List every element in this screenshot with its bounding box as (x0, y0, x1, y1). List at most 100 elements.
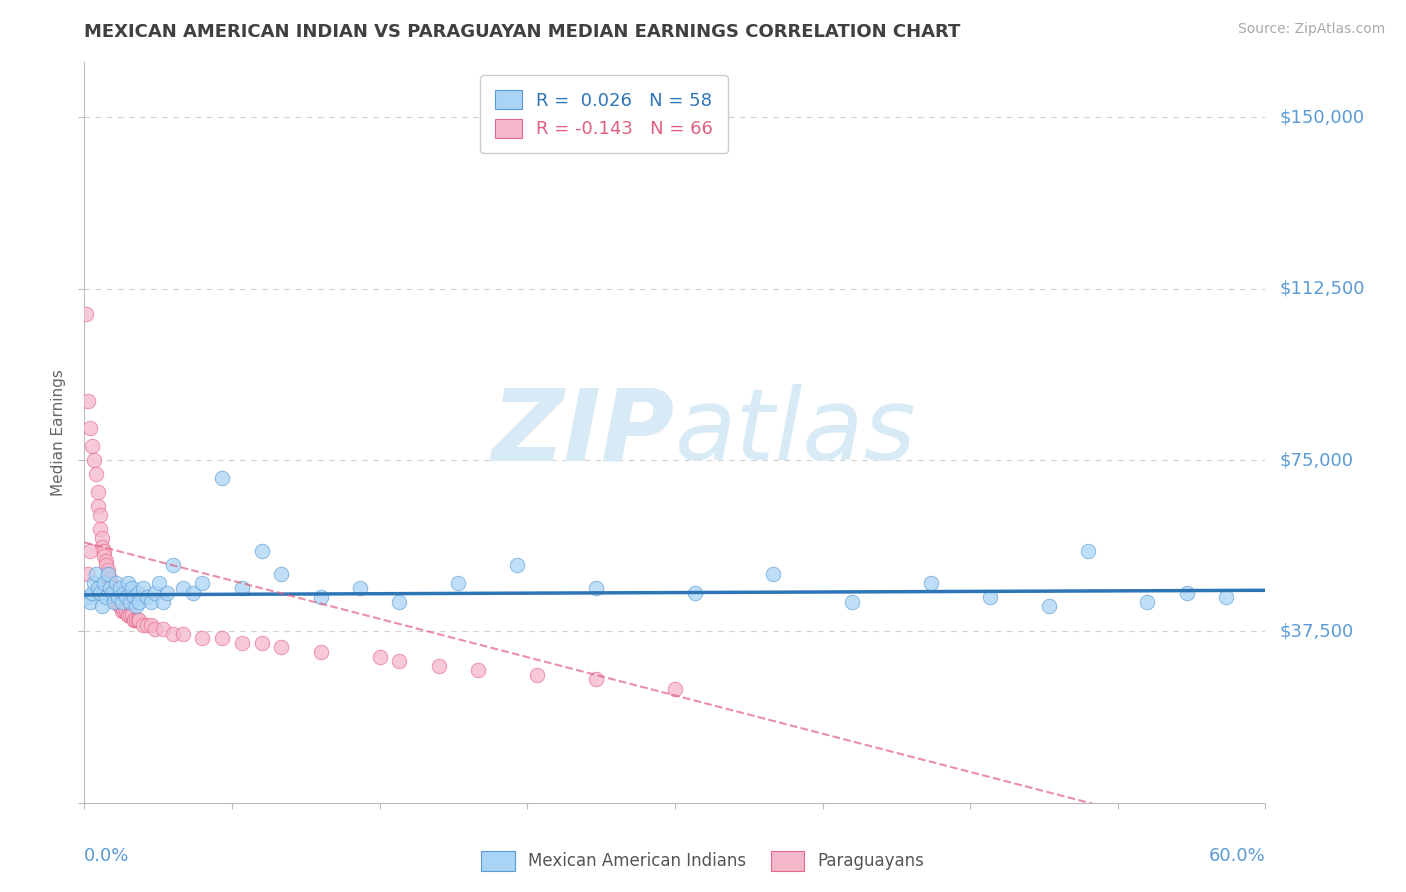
Point (250, 544, 273, 558)
Point (152, 595, 174, 609)
Point (467, 663, 489, 677)
Point (683, 585, 706, 599)
Point (121, 608, 143, 623)
Point (1136, 595, 1159, 609)
Point (83, 453, 105, 467)
Point (89, 522, 111, 536)
Point (75, 307, 97, 321)
Point (108, 581, 131, 595)
Text: $112,500: $112,500 (1279, 280, 1365, 298)
Point (101, 585, 124, 599)
Point (250, 636, 273, 650)
Point (309, 645, 332, 659)
Point (87, 485, 110, 500)
Point (1038, 599, 1060, 614)
Text: 0.0%: 0.0% (84, 847, 129, 865)
Point (107, 595, 129, 609)
Point (191, 576, 214, 591)
Point (112, 585, 135, 599)
Point (841, 595, 863, 609)
Point (143, 585, 166, 599)
Point (132, 581, 155, 595)
Point (77, 567, 100, 582)
Point (122, 613, 145, 627)
Point (114, 604, 136, 618)
Point (91, 540, 114, 554)
Point (127, 585, 149, 599)
Point (87, 499, 110, 513)
Point (585, 673, 607, 687)
Point (979, 590, 1001, 604)
Point (447, 576, 470, 591)
Point (103, 595, 125, 609)
Point (101, 581, 124, 595)
Point (107, 590, 129, 604)
Point (427, 658, 450, 673)
Point (97, 563, 120, 577)
Point (172, 581, 194, 595)
Point (141, 617, 163, 632)
Point (114, 590, 136, 604)
Legend: Mexican American Indians, Paraguayans: Mexican American Indians, Paraguayans (472, 842, 934, 880)
Point (148, 576, 170, 591)
Legend: R =  0.026   N = 58, R = -0.143   N = 66: R = 0.026 N = 58, R = -0.143 N = 66 (481, 75, 728, 153)
Point (118, 608, 141, 623)
Point (83, 576, 105, 591)
Point (87, 581, 110, 595)
Point (108, 599, 131, 614)
Text: $150,000: $150,000 (1279, 108, 1364, 127)
Point (89, 585, 111, 599)
Point (368, 649, 391, 664)
Point (91, 599, 114, 614)
Point (111, 595, 134, 609)
Text: $75,000: $75,000 (1279, 451, 1354, 469)
Point (128, 613, 150, 627)
Point (122, 613, 145, 627)
Point (270, 567, 292, 582)
Point (103, 585, 125, 599)
Point (585, 581, 607, 595)
Point (93, 549, 115, 563)
Point (98, 572, 121, 586)
Point (117, 608, 139, 623)
Point (127, 613, 149, 627)
Point (124, 613, 146, 627)
Point (388, 595, 411, 609)
Text: $37,500: $37,500 (1279, 623, 1354, 640)
Point (93, 544, 115, 558)
Point (91, 531, 114, 545)
Point (270, 640, 292, 655)
Point (103, 590, 125, 604)
Point (112, 604, 135, 618)
Point (141, 595, 163, 609)
Point (111, 604, 134, 618)
Point (152, 622, 174, 636)
Point (84, 567, 107, 582)
Point (82, 439, 104, 453)
Point (84, 467, 107, 481)
Point (94, 558, 117, 573)
Point (211, 471, 233, 485)
Point (104, 590, 127, 604)
Text: 60.0%: 60.0% (1209, 847, 1265, 865)
Point (211, 632, 233, 646)
Point (122, 590, 145, 604)
Point (121, 581, 143, 595)
Point (231, 581, 253, 595)
Point (77, 393, 100, 408)
Point (132, 617, 155, 632)
Point (97, 567, 120, 582)
Point (124, 599, 146, 614)
Point (79, 544, 101, 558)
Text: atlas: atlas (675, 384, 917, 481)
Point (111, 599, 134, 614)
Y-axis label: Median Earnings: Median Earnings (51, 369, 66, 496)
Point (136, 590, 159, 604)
Point (117, 576, 139, 591)
Point (136, 617, 159, 632)
Point (388, 654, 411, 668)
Point (506, 558, 529, 573)
Point (191, 632, 214, 646)
Text: ZIP: ZIP (492, 384, 675, 481)
Point (98, 581, 121, 595)
